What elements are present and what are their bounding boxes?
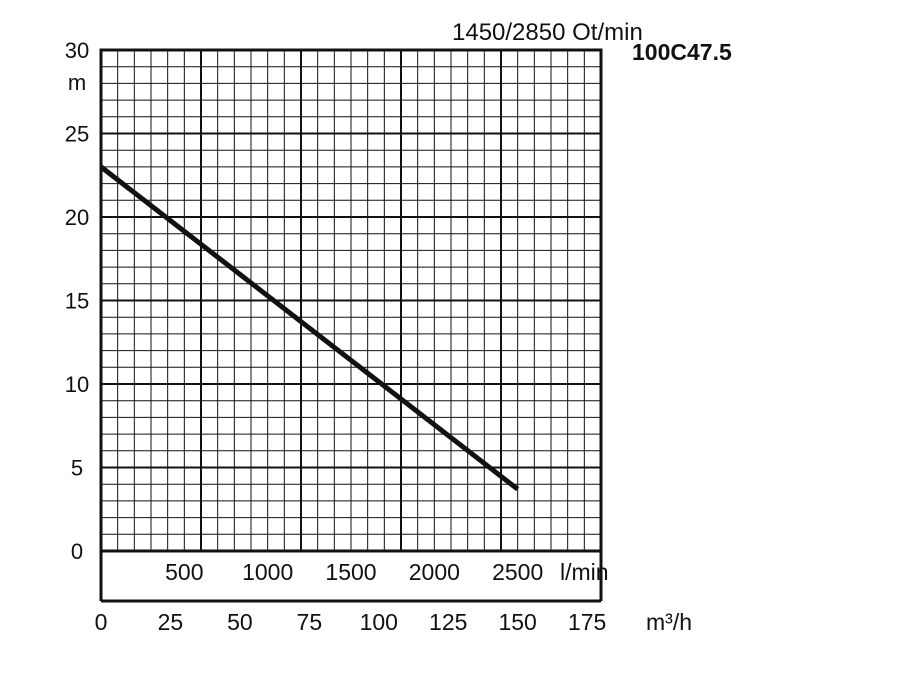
plot-border <box>99 48 603 553</box>
y-tick-label: 25 <box>65 122 89 147</box>
x-bottom-tick-label: 0 <box>95 609 108 635</box>
x-bottom-tick-labels: 0 25 50 75 100 125 150 175 <box>95 609 607 635</box>
y-tick-label: 0 <box>71 539 83 564</box>
y-tick-label: 15 <box>65 289 89 314</box>
plot-frame <box>99 48 603 603</box>
x-bottom-tick-label: 175 <box>568 609 606 635</box>
x-bottom-tick-label: 125 <box>429 609 467 635</box>
y-tick-label: 20 <box>65 205 89 230</box>
x-bottom-tick-label: 75 <box>297 609 323 635</box>
x-top-tick-label: 1000 <box>242 559 293 585</box>
curve-group <box>99 164 520 492</box>
x-bottom-unit-label: m³/h <box>646 609 692 635</box>
y-tick-label: 10 <box>65 372 89 397</box>
performance-curve <box>99 164 520 492</box>
x-top-tick-label: 2500 <box>492 559 543 585</box>
x-bottom-tick-label: 25 <box>158 609 184 635</box>
x-top-tick-labels: 500 1000 1500 2000 2500 <box>165 559 543 585</box>
y-tick-label: 30 <box>65 38 89 63</box>
x-top-tick-label: 2000 <box>409 559 460 585</box>
speed-label: 1450/2850 Ot/min <box>452 19 643 46</box>
y-axis-unit-label: m <box>68 70 86 95</box>
y-tick-label: 5 <box>71 456 83 481</box>
x-bottom-tick-label: 150 <box>498 609 536 635</box>
x-bottom-tick-label: 50 <box>227 609 253 635</box>
x-bottom-tick-label: 100 <box>360 609 398 635</box>
model-label: 100C47.5 <box>632 39 732 65</box>
major-grid <box>101 50 601 551</box>
x-top-tick-label: 500 <box>165 559 203 585</box>
x-top-tick-label: 1500 <box>325 559 376 585</box>
x-top-unit-label: l/min <box>560 559 609 585</box>
y-tick-labels: 0 5 10 15 20 25 30 <box>65 38 89 564</box>
